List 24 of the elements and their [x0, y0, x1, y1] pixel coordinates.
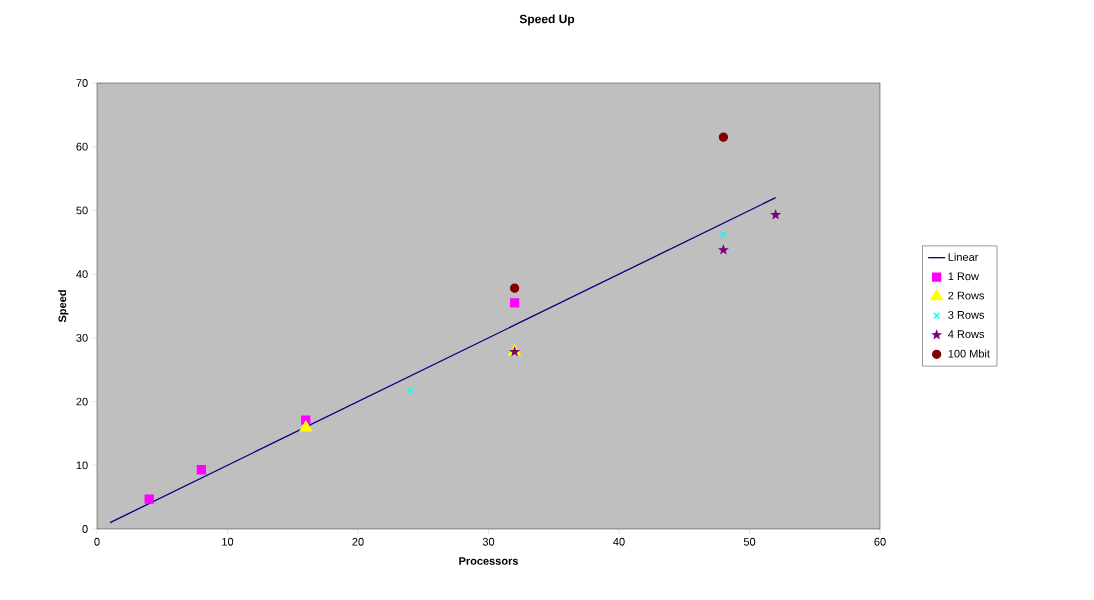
x-axis-title: Processors	[459, 557, 519, 565]
legend-label: 4 Rows	[948, 330, 985, 338]
x-tick-label: 20	[352, 537, 364, 546]
y-tick-label: 60	[76, 142, 88, 151]
y-tick-label: 30	[76, 333, 88, 342]
chart-title: Speed Up	[519, 14, 575, 26]
x-tick-label: 30	[482, 537, 495, 546]
legend-label: 100 Mbit	[948, 349, 990, 358]
y-tick-label: 10	[76, 461, 88, 470]
y-tick-label: 40	[76, 270, 88, 279]
x-tick-label: 10	[222, 537, 234, 546]
legend-label: 1 Row	[948, 272, 979, 281]
x-tick-label: 40	[613, 537, 625, 546]
y-tick-label: 50	[76, 206, 88, 215]
y-tick-label: 0	[82, 525, 88, 533]
x-tick-label: 50	[743, 537, 756, 546]
legend-label: Linear	[948, 252, 979, 261]
y-tick-label: 70	[76, 79, 88, 87]
legend-label: 2 Rows	[948, 291, 985, 300]
x-tick-label: 60	[874, 537, 886, 546]
y-tick-label: 20	[76, 397, 88, 406]
x-tick-label: 0	[94, 537, 100, 546]
legend-label: 3 Rows	[948, 310, 985, 319]
y-axis-title: Speed	[58, 290, 69, 323]
